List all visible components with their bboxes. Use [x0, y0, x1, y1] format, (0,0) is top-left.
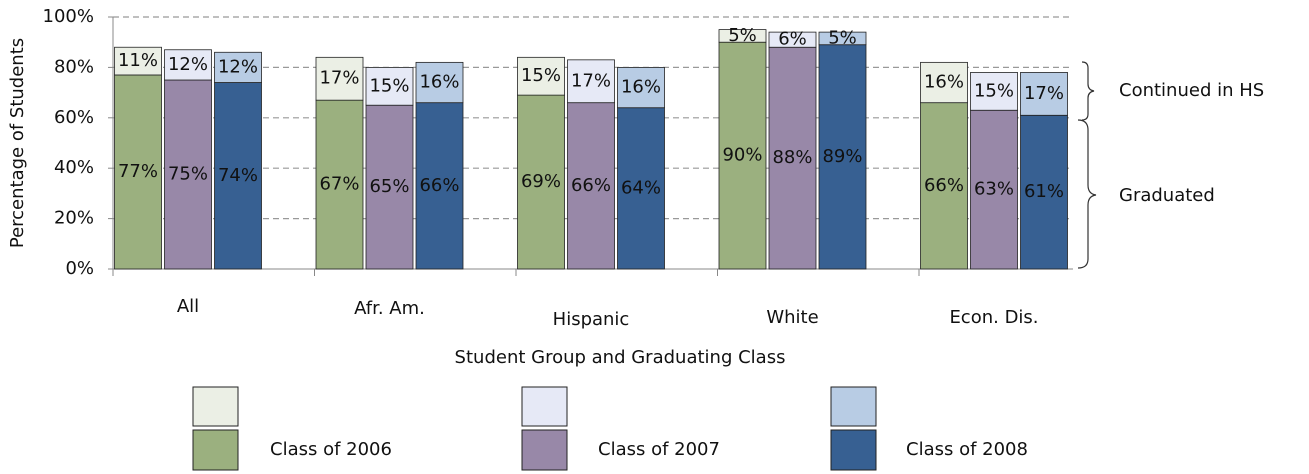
legend-label: Class of 2006: [270, 439, 392, 460]
value-label: 77%: [118, 161, 158, 182]
bar-segment: [1020, 72, 1068, 116]
value-label: 63%: [974, 179, 1014, 200]
value-label: 5%: [828, 27, 857, 48]
bar-segment: [718, 41, 767, 270]
bar-segment: [768, 46, 817, 270]
bar-segment: [315, 99, 364, 270]
bar-segment: [970, 72, 1018, 111]
legend-swatch: [192, 429, 239, 471]
annotation: Continued in HS: [1119, 80, 1264, 101]
bar-segment: [164, 49, 212, 81]
legend-label: Class of 2008: [906, 439, 1028, 460]
x-tick-label: Hispanic: [553, 309, 630, 330]
y-axis-title: Percentage of Students: [7, 38, 28, 248]
value-label: 17%: [571, 70, 611, 91]
bar-segment: [214, 51, 262, 83]
x-axis-title: Student Group and Graduating Class: [455, 347, 786, 368]
value-label: 75%: [168, 164, 208, 185]
bar-segment: [114, 46, 162, 76]
x-tick-label: White: [766, 307, 818, 328]
bar-segment: [517, 94, 565, 270]
legend-swatch: [521, 386, 568, 427]
bar-segment: [415, 61, 464, 104]
bar-segment: [214, 82, 262, 270]
value-label: 74%: [218, 165, 258, 186]
value-label: 66%: [924, 175, 964, 196]
value-label: 6%: [778, 29, 807, 50]
bar-segment: [818, 31, 867, 46]
value-label: 66%: [571, 175, 611, 196]
value-label: 61%: [1024, 181, 1064, 202]
y-tick-label: 100%: [43, 6, 94, 27]
value-label: 67%: [319, 174, 359, 195]
bar-segment: [718, 29, 767, 43]
value-label: 66%: [419, 175, 459, 196]
value-label: 17%: [319, 68, 359, 89]
x-tick-label: Afr. Am.: [354, 298, 425, 319]
value-label: 15%: [974, 80, 1014, 101]
bar-segment: [970, 109, 1018, 270]
value-label: 64%: [621, 177, 661, 198]
bar-segment: [567, 102, 615, 270]
legend-swatch: [830, 386, 877, 427]
value-label: 12%: [218, 56, 258, 77]
bar-segment: [920, 61, 968, 104]
brace: [1077, 119, 1097, 269]
bar-segment: [768, 31, 817, 48]
legend-swatch: [192, 386, 239, 427]
bar-segment: [365, 67, 414, 106]
x-tick-label: Econ. Dis.: [949, 307, 1038, 328]
y-tick-label: 0%: [65, 258, 94, 279]
value-label: 16%: [419, 72, 459, 93]
bar-segment: [617, 107, 665, 270]
bar-segment: [1020, 114, 1068, 270]
value-label: 17%: [1024, 83, 1064, 104]
y-tick-label: 20%: [54, 208, 94, 229]
x-tick-label: All: [177, 296, 199, 317]
legend-label: Class of 2007: [598, 439, 720, 460]
y-tick-label: 60%: [54, 107, 94, 128]
value-label: 65%: [369, 176, 409, 197]
value-label: 11%: [118, 50, 158, 71]
value-label: 88%: [772, 147, 812, 168]
y-tick-label: 80%: [54, 56, 94, 77]
value-label: 16%: [621, 77, 661, 98]
legend-swatch: [521, 429, 568, 471]
bar-segment: [365, 104, 414, 270]
bar-segment: [517, 56, 565, 96]
value-label: 15%: [369, 75, 409, 96]
brace: [1081, 61, 1095, 121]
value-label: 5%: [728, 25, 757, 46]
value-label: 69%: [521, 171, 561, 192]
value-label: 15%: [521, 65, 561, 86]
value-label: 12%: [168, 54, 208, 75]
value-label: 16%: [924, 72, 964, 93]
bar-segment: [415, 102, 464, 270]
legend-swatch: [830, 429, 877, 471]
bar-segment: [567, 59, 615, 104]
bar-segment: [617, 67, 665, 109]
y-tick-label: 40%: [54, 157, 94, 178]
bar-segment: [920, 102, 968, 270]
bar-segment: [315, 56, 364, 101]
annotation: Graduated: [1119, 185, 1215, 206]
bar-segment: [818, 44, 867, 270]
value-label: 89%: [822, 146, 862, 167]
value-label: 90%: [722, 145, 762, 166]
